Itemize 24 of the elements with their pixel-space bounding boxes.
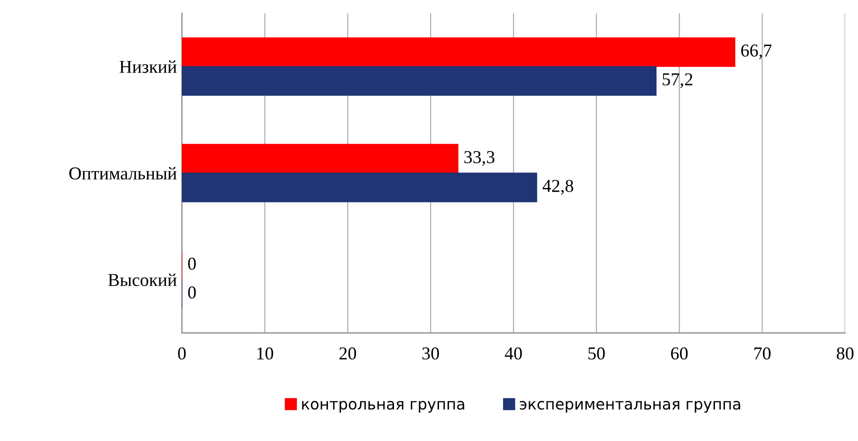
bar [182,37,736,67]
x-tick-label: 80 [836,347,854,360]
x-tick-label: 20 [339,347,356,360]
y-tick-label: Низкий [120,60,177,73]
data-label: 0 [188,258,196,270]
bar [182,144,458,174]
x-tick-label: 60 [671,347,688,360]
bar [182,172,538,202]
data-label: 57,2 [662,73,692,88]
data-label: 66,7 [741,44,772,60]
y-tick-label: Оптимальный [69,166,177,180]
x-tick-label: 40 [504,347,522,360]
data-label: 0 [188,286,196,299]
x-tick-label: 10 [257,347,274,360]
legend-label: контрольная группа [302,400,464,413]
x-tick-label: 30 [422,347,439,360]
bar [182,66,657,96]
data-label: 42,8 [542,180,574,195]
x-tick-label: 50 [588,347,605,360]
x-tick-label: 70 [754,347,771,360]
y-tick-label: Высокий [108,274,177,286]
data-label: 33,3 [464,151,494,166]
x-tick-label: 0 [178,347,186,360]
legend-label: экспериментальная группа [520,400,740,413]
